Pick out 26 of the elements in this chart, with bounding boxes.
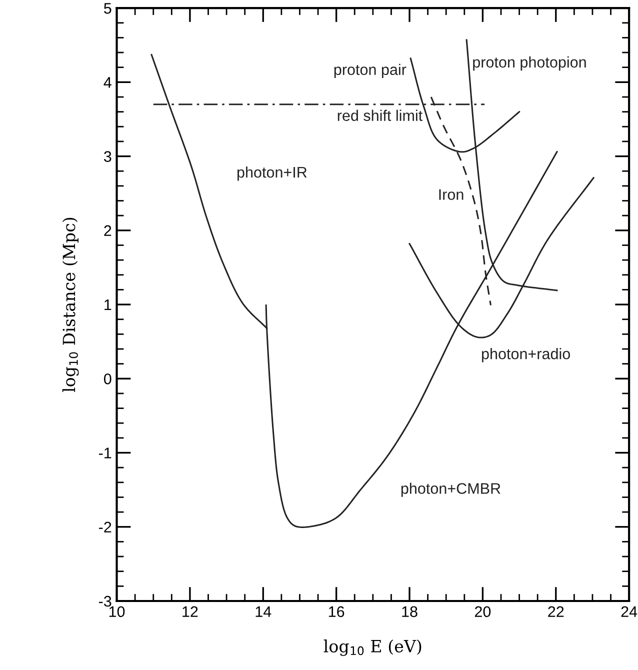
- y-tick-label: 0: [104, 374, 112, 384]
- series-label: proton pair: [334, 64, 406, 78]
- x-tick-label: 10: [109, 606, 125, 618]
- text: photon+IR: [237, 166, 307, 181]
- series-label: photon+CMBR: [401, 482, 500, 497]
- series-label: Iron: [439, 189, 464, 200]
- y-tick-label: -1: [98, 448, 112, 458]
- series-label: red shift limit: [338, 110, 422, 121]
- y-tick-label: 4: [104, 77, 112, 88]
- x-tick-label: 18: [402, 606, 418, 618]
- x-tick-label: 14: [256, 606, 272, 617]
- y-tick-label: -3: [98, 596, 112, 607]
- y-tick-label: 2: [104, 225, 112, 236]
- x-tick-label: 22: [548, 606, 564, 617]
- x-tick-label: 20: [474, 606, 491, 618]
- y-tick-label: 1: [104, 300, 112, 310]
- x-tick-label: 16: [328, 606, 344, 618]
- y-tick-label: -2: [98, 522, 112, 532]
- x-tick-label: 12: [182, 606, 198, 617]
- series-label: photon+radio: [482, 348, 570, 362]
- y-tick-label: 5: [104, 3, 112, 14]
- x-tick-label: 24: [621, 606, 638, 617]
- x-axis-title: log$_{10}$ E (eV): [324, 640, 422, 656]
- y-tick-label: 3: [104, 151, 112, 162]
- series-label: proton photopion: [473, 56, 586, 71]
- y-axis-title: log$_{10}$ Distance (Mpc): [62, 218, 79, 392]
